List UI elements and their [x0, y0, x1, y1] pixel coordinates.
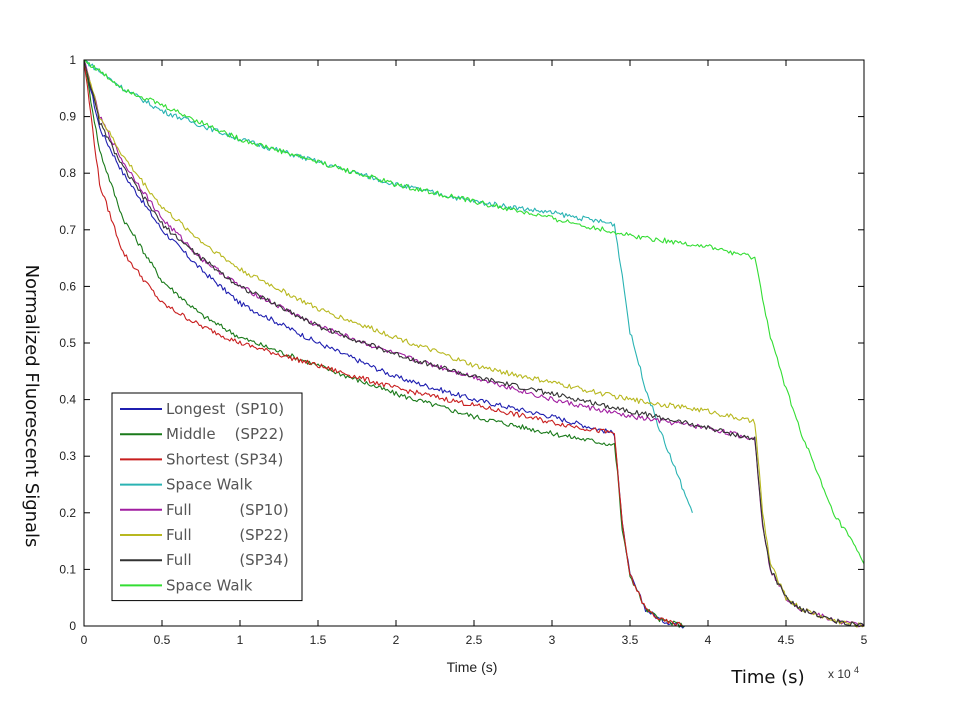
legend-label: Full (SP22): [166, 526, 289, 544]
series-line-1: [83, 59, 686, 629]
x-tick-label: 1: [237, 633, 244, 647]
legend-label: Space Walk: [166, 576, 253, 594]
y-tick-label: 0.8: [59, 166, 76, 180]
series-line-2: [83, 59, 685, 628]
legend-label: Longest (SP10): [166, 400, 284, 418]
series-line-8: [83, 59, 865, 564]
y-tick-label: 0.7: [59, 223, 76, 237]
y-axis-label: Normalized Fluorescent Signals: [21, 265, 42, 548]
x-axis-label-secondary: Time (s): [730, 667, 804, 688]
legend-label: Middle (SP22): [166, 425, 284, 443]
series-line-5: [83, 59, 865, 628]
x-tick-label: 4.5: [778, 633, 795, 647]
legend-label: Full (SP10): [166, 501, 289, 519]
x-tick-label: 0: [81, 633, 88, 647]
y-tick-label: 0.1: [59, 562, 76, 576]
x-tick-label: 1.5: [310, 633, 327, 647]
x-tick-label: 5: [861, 633, 868, 647]
x-tick-label: 3: [549, 633, 556, 647]
x-tick-label: 3.5: [622, 633, 639, 647]
series-line-3: [83, 59, 685, 627]
x-axis-exponent-base: x 10: [828, 667, 851, 681]
series-line-7: [83, 59, 865, 627]
y-tick-label: 0.2: [59, 506, 76, 520]
axes: 0 0.5 1 1.5 2 2.5 3 3.5 4 4.5 5 0 0.1 0.2 0.3 0.4 0.5 0.6…: [59, 53, 867, 647]
x-tick-label: 0.5: [154, 633, 171, 647]
series-line-4: [83, 59, 693, 513]
legend-label: Shortest (SP34): [166, 450, 283, 468]
x-tick-label: 2.5: [466, 633, 483, 647]
x-axis-exponent-power: 4: [854, 665, 859, 675]
x-axis-exponent: x 10 4: [828, 665, 859, 681]
x-tick-label: 2: [393, 633, 400, 647]
y-tick-label: 0.5: [59, 336, 76, 350]
x-tick-label: 4: [705, 633, 712, 647]
x-axis-label: Time (s): [447, 659, 498, 675]
y-tick-label: 0.4: [59, 393, 76, 407]
y-tick-label: 0.3: [59, 449, 76, 463]
y-tick-label: 0.6: [59, 279, 76, 293]
y-tick-label: 0: [69, 619, 76, 633]
plot-area: [83, 59, 865, 629]
y-tick-label: 1: [69, 53, 76, 67]
series-line-6: [83, 59, 865, 628]
legend: Longest (SP10) Middle (SP22) Shortest (SP3…: [111, 392, 303, 602]
legend-label: Space Walk: [166, 476, 253, 494]
y-tick-label: 0.9: [59, 110, 76, 124]
legend-label: Full (SP34): [166, 551, 289, 569]
legend-box: [111, 392, 303, 602]
